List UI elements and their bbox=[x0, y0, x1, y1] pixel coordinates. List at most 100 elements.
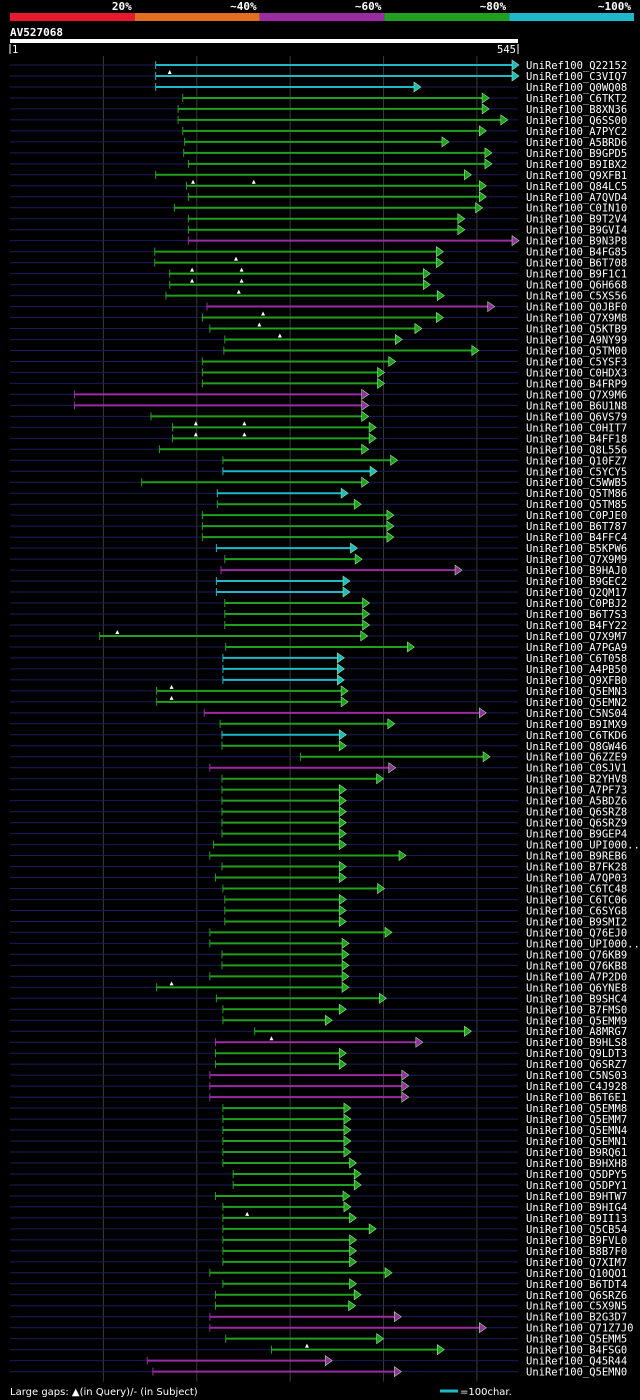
hit-name[interactable]: UniRef100_B7FMS0 bbox=[526, 1004, 627, 1016]
hit-row[interactable]: UniRef100_Q5EMN3 bbox=[10, 684, 627, 698]
hit-row[interactable]: UniRef100_Q9XFB0 bbox=[10, 674, 627, 687]
hit-name[interactable]: UniRef100_B8B7F0 bbox=[526, 1246, 627, 1258]
hit-row[interactable]: UniRef100_C5NS03 bbox=[10, 1069, 627, 1082]
hit-row[interactable]: UniRef100_C6T058 bbox=[10, 652, 627, 665]
hit-row[interactable]: UniRef100_Q5EMM9 bbox=[10, 1014, 627, 1027]
hit-name[interactable]: UniRef100_B6T7S3 bbox=[526, 609, 627, 621]
hit-row[interactable]: UniRef100_B9GEP4 bbox=[10, 828, 627, 841]
hit-row[interactable]: UniRef100_A7PYC2 bbox=[10, 125, 627, 138]
hit-name[interactable]: UniRef100_A7QVD4 bbox=[526, 192, 627, 204]
hit-name[interactable]: UniRef100_Q6H668 bbox=[526, 280, 627, 292]
hit-name[interactable]: UniRef100_Q76EJ0 bbox=[526, 927, 627, 939]
hit-name[interactable]: UniRef100_Q10FZ7 bbox=[526, 455, 627, 467]
hit-name[interactable]: UniRef100_B9HAJ0 bbox=[526, 565, 627, 577]
hit-row[interactable]: UniRef100_Q5EMM8 bbox=[10, 1102, 627, 1115]
hit-row[interactable]: UniRef100_B4FFC4 bbox=[10, 531, 627, 544]
hit-name[interactable]: UniRef100_B4FG85 bbox=[526, 247, 627, 259]
hit-name[interactable]: UniRef100_B9REB6 bbox=[526, 851, 627, 863]
hit-name[interactable]: UniRef100_C0IN10 bbox=[526, 203, 627, 215]
hit-row[interactable]: UniRef100_C6SYG8 bbox=[10, 904, 627, 917]
hit-row[interactable]: UniRef100_Q5EMM7 bbox=[10, 1113, 627, 1126]
hit-row[interactable]: UniRef100_Q5TM00 bbox=[10, 344, 627, 357]
hit-row[interactable]: UniRef100_Q45R44 bbox=[10, 1355, 627, 1368]
hit-row[interactable]: UniRef100_Q5DPY1 bbox=[10, 1179, 627, 1192]
hit-name[interactable]: UniRef100_B8XN36 bbox=[526, 104, 627, 116]
hit-name[interactable]: UniRef100_C5NS04 bbox=[526, 708, 627, 720]
hit-name[interactable]: UniRef100_C4J928 bbox=[526, 1081, 627, 1093]
hit-name[interactable]: UniRef100_B9HLS8 bbox=[526, 1037, 627, 1049]
hit-name[interactable]: UniRef100_B6T6E1 bbox=[526, 1092, 627, 1104]
hit-name[interactable]: UniRef100_Q6SS00 bbox=[526, 115, 627, 127]
hit-name[interactable]: UniRef100_A5BRD6 bbox=[526, 137, 627, 149]
hit-name[interactable]: UniRef100_Q7XIM7 bbox=[526, 1257, 627, 1269]
hit-row[interactable]: UniRef100_A7PF73 bbox=[10, 784, 627, 797]
hit-name[interactable]: UniRef100_A7PGA9 bbox=[526, 642, 627, 654]
hit-name[interactable]: UniRef100_Q22152 bbox=[526, 60, 627, 72]
hit-name[interactable]: UniRef100_Q9LDT3 bbox=[526, 1048, 627, 1060]
hit-name[interactable]: UniRef100_B9GEC2 bbox=[526, 576, 627, 588]
hit-name[interactable]: UniRef100_C6TKD6 bbox=[526, 730, 627, 742]
hit-row[interactable]: UniRef100_Q6SRZ7 bbox=[10, 1058, 627, 1071]
hit-name[interactable]: UniRef100_Q5EMM5 bbox=[526, 1334, 627, 1346]
hit-name[interactable]: UniRef100_B9GEP4 bbox=[526, 829, 627, 841]
hit-row[interactable]: UniRef100_Q5EMN4 bbox=[10, 1124, 627, 1137]
hit-row[interactable]: UniRef100_B4FY22 bbox=[10, 619, 627, 632]
hit-row[interactable]: UniRef100_C5YSF3 bbox=[10, 355, 627, 368]
hit-name[interactable]: UniRef100_C6SYG8 bbox=[526, 905, 627, 917]
hit-row[interactable]: UniRef100_B9N3P8 bbox=[10, 235, 627, 248]
hit-row[interactable]: UniRef100_C5X9N5 bbox=[10, 1300, 627, 1313]
hit-name[interactable]: UniRef100_B5KPW6 bbox=[526, 543, 627, 555]
hit-row[interactable]: UniRef100_B6T6E1 bbox=[10, 1091, 627, 1104]
hit-row[interactable]: UniRef100_Q6ZZE9 bbox=[10, 751, 627, 764]
hit-name[interactable]: UniRef100_B4FY22 bbox=[526, 620, 627, 632]
hit-row[interactable]: UniRef100_B9F1C1 bbox=[10, 267, 627, 281]
hit-row[interactable]: UniRef100_B9GEC2 bbox=[10, 575, 627, 588]
hit-name[interactable]: UniRef100_B9GVI4 bbox=[526, 225, 627, 237]
hit-name[interactable]: UniRef100_Q2QM17 bbox=[526, 587, 627, 599]
hit-row[interactable]: UniRef100_Q5EMN2 bbox=[10, 695, 627, 709]
hit-name[interactable]: UniRef100_C5YSF3 bbox=[526, 356, 627, 368]
hit-row[interactable]: UniRef100_Q10QO1 bbox=[10, 1267, 627, 1280]
hit-row[interactable]: UniRef100_A8MRG7 bbox=[10, 1025, 627, 1038]
hit-row[interactable]: UniRef100_B9FVL0 bbox=[10, 1234, 627, 1247]
hit-row[interactable]: UniRef100_B8B7F0 bbox=[10, 1245, 627, 1258]
hit-row[interactable]: UniRef100_B4FF18 bbox=[10, 432, 627, 445]
hit-row[interactable]: UniRef100_C0HDX3 bbox=[10, 366, 627, 379]
hit-row[interactable]: UniRef100_C6TC06 bbox=[10, 893, 627, 906]
hit-name[interactable]: UniRef100_Q5DPY1 bbox=[526, 1180, 627, 1192]
hit-row[interactable]: UniRef100_A7QVD4 bbox=[10, 191, 627, 204]
hit-name[interactable]: UniRef100_B9HXH8 bbox=[526, 1158, 627, 1170]
hit-name[interactable]: UniRef100_Q45R44 bbox=[526, 1356, 627, 1368]
hit-row[interactable]: UniRef100_Q7X9M9 bbox=[10, 553, 627, 566]
hit-name[interactable]: UniRef100_Q5EMM9 bbox=[526, 1015, 627, 1027]
hit-name[interactable]: UniRef100_B4FSG0 bbox=[526, 1345, 627, 1357]
hit-name[interactable]: UniRef100_Q6SRZ9 bbox=[526, 818, 627, 830]
hit-row[interactable]: UniRef100_B5KPW6 bbox=[10, 542, 627, 555]
hit-name[interactable]: UniRef100_C5XS56 bbox=[526, 291, 627, 303]
hit-row[interactable]: UniRef100_Q6H668 bbox=[10, 278, 627, 292]
hit-name[interactable]: UniRef100_UPI000... bbox=[526, 938, 640, 950]
hit-name[interactable]: UniRef100_Q5EMN0 bbox=[526, 1367, 627, 1379]
hit-name[interactable]: UniRef100_C0HDX3 bbox=[526, 367, 627, 379]
hit-name[interactable]: UniRef100_Q6SRZ8 bbox=[526, 807, 627, 819]
hit-row[interactable]: UniRef100_Q7X9M8 bbox=[10, 311, 627, 325]
hit-row[interactable]: UniRef100_Q6SS00 bbox=[10, 114, 627, 127]
hit-name[interactable]: UniRef100_B9SMI2 bbox=[526, 916, 627, 928]
hit-row[interactable]: UniRef100_B9RQ61 bbox=[10, 1146, 627, 1159]
hit-name[interactable]: UniRef100_C5NS03 bbox=[526, 1070, 627, 1082]
hit-row[interactable]: UniRef100_B8XN36 bbox=[10, 103, 627, 116]
hit-name[interactable]: UniRef100_Q10QO1 bbox=[526, 1268, 627, 1280]
hit-name[interactable]: UniRef100_B9IMX9 bbox=[526, 719, 627, 731]
hit-row[interactable]: UniRef100_B4FSG0 bbox=[10, 1343, 627, 1357]
hit-name[interactable]: UniRef100_Q71Z7J0 bbox=[526, 1323, 633, 1335]
hit-row[interactable]: UniRef100_C6TKD6 bbox=[10, 729, 627, 742]
hit-name[interactable]: UniRef100_Q5DPY5 bbox=[526, 1169, 627, 1181]
hit-row[interactable]: UniRef100_C0PJE0 bbox=[10, 509, 627, 522]
hit-row[interactable]: UniRef100_Q5EMN0 bbox=[10, 1366, 627, 1379]
hit-row[interactable]: UniRef100_B6TDT4 bbox=[10, 1278, 627, 1291]
hit-name[interactable]: UniRef100_B9IBX2 bbox=[526, 159, 627, 171]
hit-row[interactable]: UniRef100_C3VIQ7 bbox=[10, 69, 627, 83]
hit-row[interactable]: UniRef100_Q7X9M7 bbox=[10, 629, 627, 643]
hit-row[interactable]: UniRef100_Q76EJ0 bbox=[10, 926, 627, 939]
hit-row[interactable]: UniRef100_Q84LC5 bbox=[10, 179, 627, 193]
